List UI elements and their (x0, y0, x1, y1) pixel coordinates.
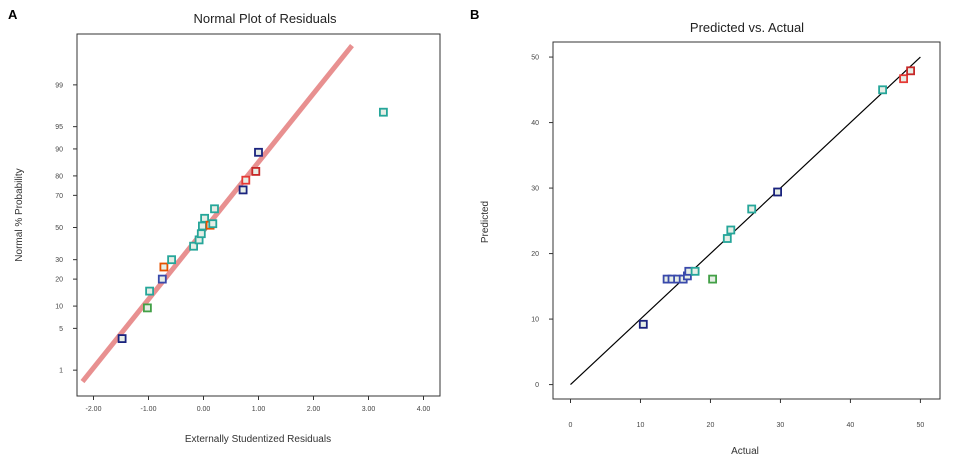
panel-a-point (145, 286, 155, 296)
panel-a-y-tick-label: 30 (55, 257, 63, 264)
panel-a-y-ticks: 1 5 10 20 30 50 70 80 90 95 99 (55, 82, 77, 375)
panel-b-point (906, 66, 915, 76)
panel-a-point (196, 229, 206, 239)
panel-b-point (878, 85, 887, 95)
panel-a-y-tick-label: 20 (55, 277, 63, 284)
panel-a-x-tick-label: -1.00 (141, 406, 157, 413)
panel-a-x-tick-label: 2.00 (307, 406, 321, 413)
panel-a-y-tick-label: 50 (55, 225, 63, 232)
panel-b-point (726, 225, 736, 235)
panel-b-x-tick-label: 0 (569, 422, 573, 429)
panel-a-point (251, 166, 261, 176)
panel-b-y-tick-label: 0 (535, 382, 539, 389)
panel-a-point (241, 175, 251, 185)
panel-b-x-tick-label: 20 (707, 422, 715, 429)
panel-b-point (747, 204, 757, 214)
panel-a-title: Normal Plot of Residuals (193, 11, 337, 26)
panel-b-y-axis-label: Predicted (480, 201, 491, 243)
panel-a-y-axis-label: Normal % Probability (14, 168, 25, 261)
panel-a-point (189, 241, 199, 251)
panel-a-y-tick-label: 95 (55, 124, 63, 131)
panel-a-point (238, 185, 248, 195)
panel-b-x-tick-label: 40 (847, 422, 855, 429)
panel-a-x-axis-label: Externally Studentized Residuals (185, 434, 331, 445)
panel-a-plot-area (76, 33, 441, 397)
panel-b-letter: B (470, 7, 479, 22)
panel-a-y-tick-label: 80 (55, 173, 63, 180)
panel-a-points (117, 107, 388, 344)
panel-b: B Predicted vs. Actual 0 10 20 30 40 50 0 10 20… (470, 7, 941, 457)
panel-a-point (254, 147, 263, 157)
panel-a-x-tick-label: 1.00 (252, 406, 266, 413)
panel-b-point (773, 187, 782, 197)
panel-b-y-tick-label: 50 (531, 55, 539, 62)
panel-b-y-tick-label: 20 (531, 251, 539, 258)
panel-a-point (197, 221, 207, 231)
panel-b-y-tick-label: 40 (531, 120, 539, 127)
panel-b-point (708, 274, 717, 284)
panel-b-x-tick-label: 10 (637, 422, 645, 429)
panel-a-y-tick-label: 70 (55, 193, 63, 200)
panel-b-x-axis-label: Actual (731, 446, 759, 457)
panel-b-x-tick-label: 30 (777, 422, 785, 429)
panel-a-x-ticks: -2.00 -1.00 0.00 1.00 2.00 3.00 4.00 (86, 396, 431, 413)
panel-a-point (208, 219, 218, 229)
panel-b-x-tick-label: 50 (917, 422, 925, 429)
panel-a: A Normal Plot of Residuals -2.00 -1.00 0.0… (8, 7, 441, 445)
panel-a-reference-line (80, 43, 354, 384)
panel-a-y-tick-label: 1 (59, 368, 63, 375)
panel-b-point (638, 319, 648, 329)
panel-b-points (638, 66, 915, 329)
panel-b-reference-line (570, 56, 921, 386)
panel-a-point (142, 303, 152, 313)
panel-a-y-tick-label: 90 (55, 146, 63, 153)
panel-a-x-tick-label: 4.00 (417, 406, 431, 413)
panel-a-x-tick-label: 0.00 (197, 406, 211, 413)
panel-a-point (159, 262, 169, 272)
panel-b-y-tick-label: 10 (531, 317, 539, 324)
panel-a-point (167, 255, 177, 265)
panel-b-title: Predicted vs. Actual (690, 20, 804, 35)
panel-a-point (200, 213, 210, 223)
panel-b-y-ticks: 0 10 20 30 40 50 (531, 55, 553, 389)
panel-a-y-tick-label: 5 (59, 326, 63, 333)
panel-a-x-tick-label: 3.00 (362, 406, 376, 413)
panel-a-y-tick-label: 99 (55, 82, 63, 89)
panel-a-letter: A (8, 7, 18, 22)
panel-b-y-tick-label: 30 (531, 186, 539, 193)
panel-b-point (899, 74, 908, 84)
panel-b-x-ticks: 0 10 20 30 40 50 (569, 399, 925, 429)
panel-a-x-tick-label: -2.00 (86, 406, 102, 413)
panel-a-point (210, 204, 219, 214)
panel-a-point (378, 107, 388, 117)
panel-a-point (157, 274, 167, 284)
panel-a-y-tick-label: 10 (55, 304, 63, 311)
panel-a-point (117, 334, 127, 344)
panel-b-point (690, 266, 700, 276)
panel-b-point (722, 234, 732, 243)
